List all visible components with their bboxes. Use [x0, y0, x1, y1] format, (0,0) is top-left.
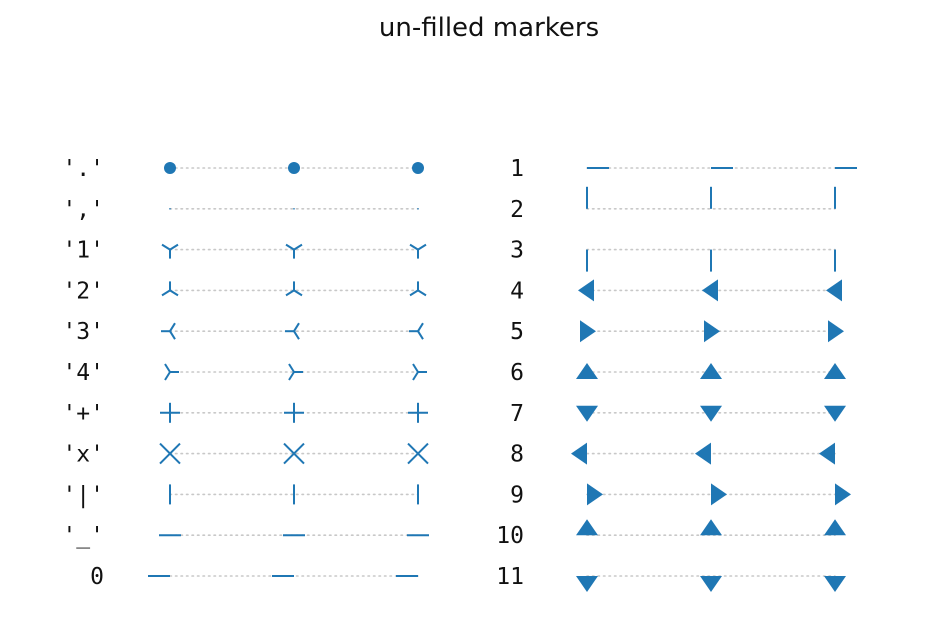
- marker-tri_up: [285, 281, 303, 297]
- marker-row: '_': [62, 523, 429, 549]
- row-label: '1': [62, 238, 104, 264]
- marker-row: '.': [62, 156, 424, 182]
- marker-row: 2: [510, 186, 836, 223]
- marker-caretdown: [576, 405, 598, 422]
- marker-caretup: [576, 363, 598, 379]
- marker-caretright: [580, 320, 596, 343]
- row-label: 6: [510, 360, 524, 386]
- marker-x: [159, 442, 181, 465]
- marker-caretleftbase: [819, 442, 835, 465]
- marker-point: [164, 162, 176, 174]
- marker-row: 5: [510, 319, 844, 345]
- row-label: '_': [62, 523, 104, 549]
- row-label: 1: [510, 156, 524, 182]
- marker-row: 4: [510, 278, 842, 304]
- row-label: 0: [90, 564, 104, 590]
- row-label: '2': [62, 278, 104, 304]
- marker-row: ',': [62, 197, 419, 223]
- panel-integer-markers: 1 2 3 4 5 6 7 8 9 10 11: [496, 156, 857, 592]
- marker-pixel: [417, 208, 419, 210]
- marker-caretrightbase: [711, 483, 727, 506]
- marker-caretupbase: [824, 519, 846, 536]
- marker-caretdownbase: [576, 576, 598, 592]
- panel-string-markers: '.' ',' '1' '2' '3' '4' '+' 'x' '|' '_' 0: [62, 156, 429, 590]
- marker-pixel: [169, 208, 171, 210]
- marker-row: '+': [62, 401, 428, 427]
- marker-tri_left: [285, 322, 300, 340]
- marker-pixel: [293, 208, 295, 210]
- marker-x: [407, 442, 429, 465]
- row-label: 7: [510, 401, 524, 427]
- marker-row: 3: [510, 238, 836, 272]
- marker-caretleft: [826, 279, 842, 302]
- marker-caretleftbase: [571, 442, 587, 465]
- marker-plus: [160, 402, 180, 423]
- marker-caretdown: [824, 405, 846, 422]
- row-label: 10: [496, 523, 524, 549]
- marker-plus: [284, 402, 304, 423]
- marker-caretup: [824, 363, 846, 379]
- marker-row: 10: [496, 519, 846, 549]
- marker-row: '3': [62, 319, 424, 345]
- row-label: 4: [510, 278, 524, 304]
- marker-row: 7: [510, 401, 846, 427]
- marker-x: [283, 442, 305, 465]
- marker-caretrightbase: [835, 483, 851, 506]
- marker-caretdownbase: [824, 576, 846, 592]
- row-label: 'x': [62, 442, 104, 468]
- marker-tri_up: [409, 281, 427, 297]
- marker-caretright: [828, 320, 844, 343]
- row-label: '4': [62, 360, 104, 386]
- row-label: ',': [62, 197, 104, 223]
- marker-row: 9: [510, 482, 851, 508]
- chart-title: un-filled markers: [379, 13, 599, 43]
- marker-tri_right: [288, 363, 303, 381]
- marker-tri_left: [161, 322, 176, 340]
- marker-tri_down: [161, 243, 179, 259]
- marker-row: 'x': [62, 442, 429, 468]
- marker-row: 1: [510, 156, 857, 182]
- row-label: 9: [510, 482, 524, 508]
- row-label: 11: [496, 564, 524, 590]
- marker-row: '4': [62, 360, 427, 386]
- marker-tri_down: [409, 243, 427, 259]
- row-label: '|': [62, 482, 104, 508]
- marker-row: '|': [62, 482, 419, 508]
- marker-tri_right: [164, 363, 179, 381]
- marker-caretrightbase: [587, 483, 603, 506]
- marker-row: 6: [510, 360, 846, 386]
- marker-tri_left: [409, 322, 424, 340]
- marker-row: '1': [62, 238, 427, 264]
- marker-caretleftbase: [695, 442, 711, 465]
- row-label: 5: [510, 319, 524, 345]
- row-label: '.': [62, 156, 104, 182]
- row-label: 8: [510, 442, 524, 468]
- marker-caretup: [700, 363, 722, 379]
- marker-row: 0: [90, 564, 419, 590]
- marker-plus: [408, 402, 428, 423]
- marker-caretleft: [578, 279, 594, 302]
- marker-caretdown: [700, 405, 722, 422]
- row-label: '+': [62, 401, 104, 427]
- row-label: 2: [510, 197, 524, 223]
- marker-caretupbase: [576, 519, 598, 536]
- marker-point: [288, 162, 300, 174]
- marker-row: 8: [510, 442, 836, 468]
- marker-row: '2': [62, 278, 427, 304]
- marker-caretleft: [702, 279, 718, 302]
- row-label: 3: [510, 238, 524, 264]
- marker-caretdownbase: [700, 576, 722, 592]
- marker-caretupbase: [700, 519, 722, 536]
- marker-point: [412, 162, 424, 174]
- marker-tri_down: [285, 243, 303, 259]
- marker-row: 11: [496, 564, 846, 592]
- marker-caretright: [704, 320, 720, 343]
- marker-tri_right: [412, 363, 427, 381]
- marker-tri_up: [161, 281, 179, 297]
- row-label: '3': [62, 319, 104, 345]
